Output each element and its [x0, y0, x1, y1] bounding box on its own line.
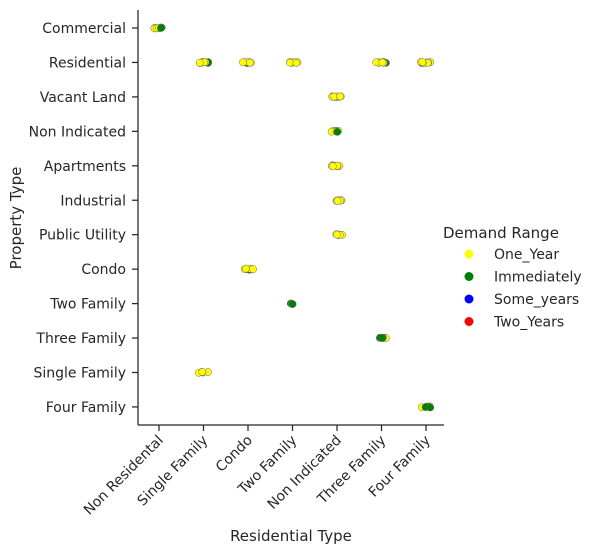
point-one-year-residential-two-family [293, 59, 300, 66]
legend-marker-one-year [465, 250, 474, 259]
point-one-year-single-family-single-family [199, 368, 206, 375]
y-axis-title: Property Type [7, 167, 25, 270]
point-one-year-vacant-land-non-indicated [337, 93, 344, 100]
point-one-year-residential-single-family [196, 59, 203, 66]
y-tick-label-non-indicated: Non Indicated [29, 124, 126, 140]
point-one-year-residential-condo [239, 59, 246, 66]
legend-label-two-years: Two_Years [493, 315, 564, 331]
x-axis-title: Residential Type [230, 527, 352, 545]
y-tick-label-public-utility: Public Utility [39, 228, 126, 244]
x-tick-label-condo: Condo [213, 433, 256, 476]
data-points [151, 24, 434, 411]
point-one-year-public-utility-non-indicated [333, 231, 340, 238]
legend-title: Demand Range [443, 224, 559, 242]
legend-marker-two-years [465, 317, 474, 326]
legend-marker-immediately [465, 272, 474, 281]
point-immediately-commercial-non-residental [157, 24, 164, 31]
legend-marker-some-years [465, 295, 474, 304]
legend-label-some-years: Some_years [494, 292, 579, 308]
y-tick-label-four-family: Four Family [46, 400, 126, 416]
x-tick-label-non-residental: Non Residental [81, 433, 167, 519]
y-tick-label-industrial: Industrial [60, 193, 126, 209]
y-tick-label-apartments: Apartments [44, 159, 126, 175]
y-tick-label-two-family: Two Family [49, 297, 126, 313]
point-immediately-two-family-two-family [289, 300, 296, 307]
point-one-year-condo-condo [242, 265, 249, 272]
y-tick-label-vacant-land: Vacant Land [40, 90, 126, 106]
y-tick-label-single-family: Single Family [33, 366, 126, 382]
point-one-year-condo-condo [249, 266, 256, 273]
point-immediately-non-indicated-non-indicated [334, 128, 341, 135]
y-tick-label-residential: Residential [49, 55, 126, 71]
y-tick-label-three-family: Three Family [35, 331, 126, 347]
point-immediately-four-family-four-family [427, 404, 434, 411]
point-immediately-three-family-three-family [379, 334, 386, 341]
legend-label-one-year: One_Year [494, 247, 559, 263]
point-one-year-residential-four-family [419, 58, 426, 65]
axes: Commercial Residential Vacant Land Non Indi… [29, 10, 444, 518]
point-one-year-industrial-non-indicated [334, 197, 341, 204]
point-one-year-apartments-non-indicated [329, 163, 336, 170]
y-tick-label-condo: Condo [81, 262, 126, 278]
point-one-year-residential-three-family [379, 59, 386, 66]
point-one-year-residential-condo [246, 59, 253, 66]
legend: Demand Range One_Year Immediately Some_yea… [443, 224, 582, 331]
legend-label-immediately: Immediately [494, 270, 582, 286]
y-tick-label-commercial: Commercial [42, 21, 126, 37]
point-one-year-residential-two-family [286, 59, 293, 66]
